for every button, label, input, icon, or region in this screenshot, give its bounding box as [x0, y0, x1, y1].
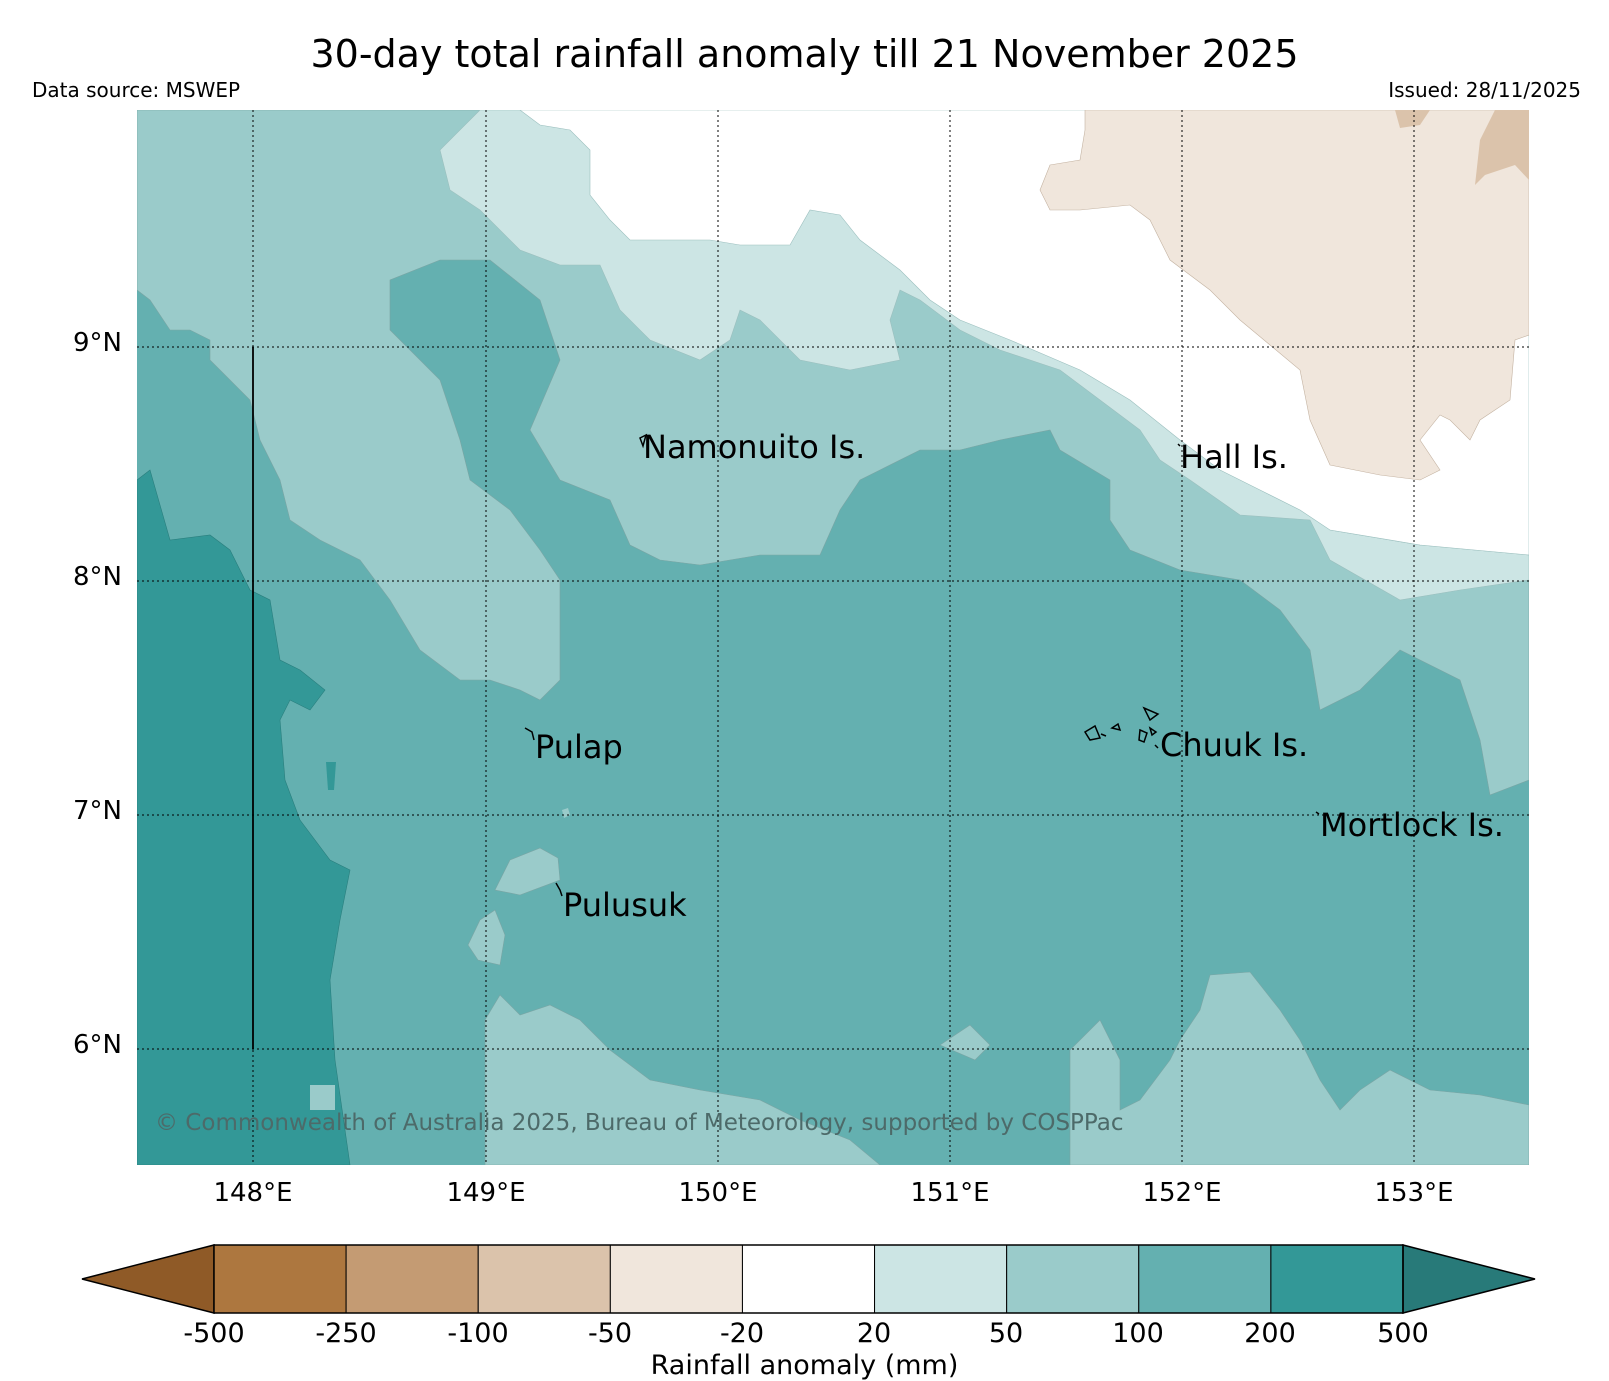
chuuk-lagoon-islet-d: [1138, 728, 1148, 743]
place-label-hall: Hall Is.: [1180, 438, 1288, 476]
chuuk-lagoon-islet-g: [1154, 744, 1159, 749]
mortlock-outline: [1315, 811, 1320, 815]
lon-tick-149e: 149°E: [446, 1178, 526, 1208]
chuuk-lagoon-islet-f: [1100, 733, 1107, 737]
anomaly-band-50-100-south-f: [310, 1085, 335, 1110]
lon-tick-148e: 148°E: [213, 1178, 293, 1208]
chuuk-lagoon-islet-b: [1083, 724, 1102, 741]
data-source-label: Data source: MSWEP: [32, 78, 241, 102]
anomaly-band-200-500-west: [137, 469, 351, 1165]
anomaly-band-50-100-south-c: [484, 994, 881, 1165]
anomaly-band-minus100-minus50-b: [1475, 110, 1529, 185]
lat-tick-8n: 8°N: [73, 562, 122, 592]
anomaly-band-50-100-south-b: [467, 909, 506, 966]
copyright-notice: © Commonwealth of Australia 2025, Bureau…: [155, 1110, 1124, 1136]
colorbar-extend-low: [81, 1244, 215, 1314]
pulap-outline: [524, 727, 535, 741]
place-label-mortlock: Mortlock Is.: [1320, 806, 1504, 844]
graticule: [137, 110, 1529, 1165]
colorbar-swatch-4: [741, 1244, 876, 1314]
anomaly-band-50-100-north: [137, 110, 1529, 796]
chuuk-lagoon-islet-c: [1110, 722, 1122, 732]
hall-is-outline: [1177, 443, 1181, 447]
colorbar-swatch-6: [1006, 1244, 1140, 1314]
lon-tick-150e: 150°E: [678, 1178, 758, 1208]
chuuk-lagoon-islet-e: [1148, 726, 1158, 737]
lon-tick-151e: 151°E: [910, 1178, 990, 1208]
place-label-pulap: Pulap: [535, 728, 623, 766]
colorbar-label-1: -250: [315, 1318, 377, 1349]
anomaly-band-200-500-fleck: [326, 762, 336, 790]
lat-tick-9n: 9°N: [73, 328, 122, 358]
island-outlines: [524, 433, 1320, 897]
lon-tick-152e: 152°E: [1142, 1178, 1222, 1208]
colorbar-label-4: -20: [719, 1318, 765, 1349]
colorbar-label-3: -50: [587, 1318, 633, 1349]
colorbar-frame: [213, 1244, 1404, 1314]
namonuito-outline: [639, 433, 648, 449]
lon-tick-153e: 153°E: [1374, 1178, 1454, 1208]
anomaly-band-minus100-minus50-a: [1395, 110, 1430, 128]
colorbar-swatch-2: [477, 1244, 611, 1314]
colorbar-swatch-7: [1138, 1244, 1272, 1314]
colorbar-swatch-5: [874, 1244, 1008, 1314]
anomaly-band-50-100-south-a: [494, 847, 561, 896]
anomaly-band-50-100-south-d: [939, 1024, 991, 1061]
colorbar-title: Rainfall anomaly (mm): [650, 1350, 959, 1381]
colorbar-label-9: 500: [1377, 1318, 1429, 1349]
place-label-pulusuk: Pulusuk: [563, 886, 687, 924]
colorbar-extend-high: [1402, 1244, 1536, 1314]
place-label-namonuito: Namonuito Is.: [643, 428, 866, 466]
lat-tick-6n: 6°N: [73, 1030, 122, 1060]
colorbar-swatch-1: [345, 1244, 479, 1314]
chuuk-lagoon-islet-a: [1142, 706, 1160, 722]
colorbar-label-8: 200: [1244, 1318, 1296, 1349]
anomaly-band-minus50-minus20: [1039, 110, 1529, 481]
anomaly-fill-layer: [137, 110, 1529, 1165]
colorbar-label-0: -500: [183, 1318, 245, 1349]
issued-date-label: Issued: 28/11/2025: [1388, 78, 1581, 102]
pulusuk-outline: [555, 882, 563, 897]
colorbar-label-5: 20: [856, 1318, 892, 1349]
colorbar-swatch-3: [609, 1244, 743, 1314]
colorbar-label-7: 100: [1112, 1318, 1164, 1349]
colorbar-swatch-8: [1270, 1244, 1404, 1314]
colorbar-label-2: -100: [447, 1318, 509, 1349]
map-title: 30-day total rainfall anomaly till 21 No…: [310, 32, 1299, 76]
colorbar: [81, 1244, 1536, 1314]
colorbar-swatch-0: [213, 1244, 347, 1314]
colorbar-label-6: 50: [988, 1318, 1024, 1349]
place-label-chuuk: Chuuk Is.: [1160, 726, 1309, 764]
lat-tick-7n: 7°N: [73, 796, 122, 826]
